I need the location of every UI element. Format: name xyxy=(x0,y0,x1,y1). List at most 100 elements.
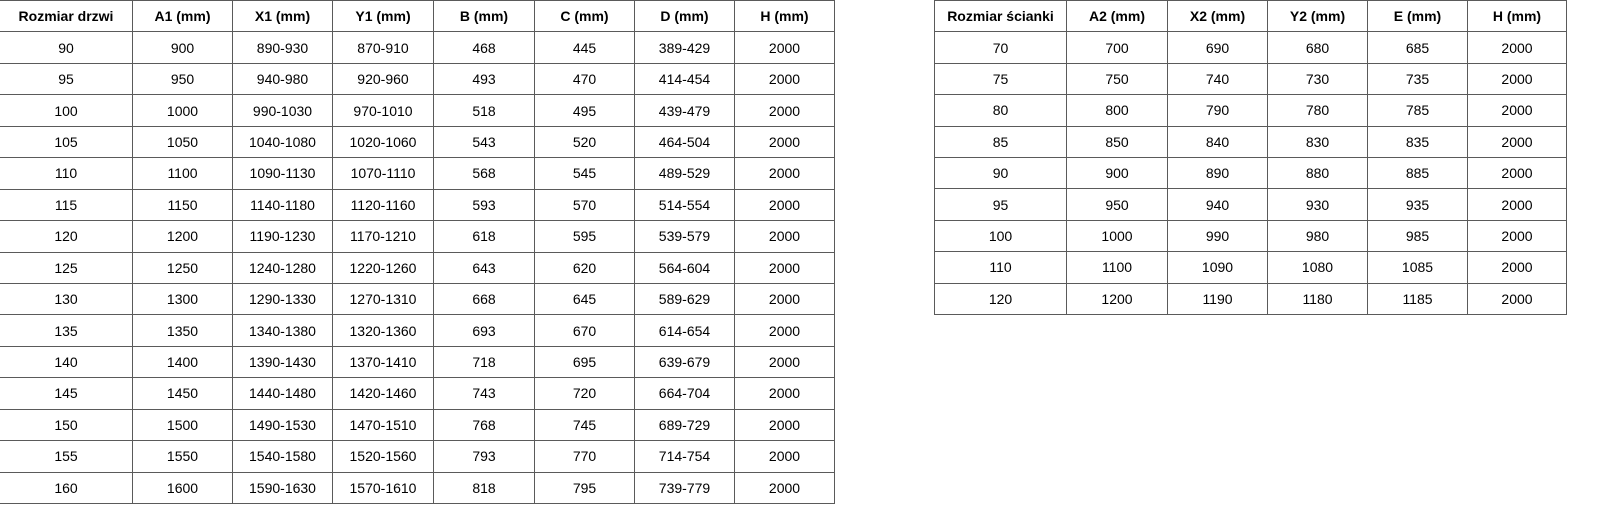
table-cell: 2000 xyxy=(734,125,835,159)
table-cell: 543 xyxy=(433,125,535,159)
table-cell: 1540-1580 xyxy=(232,440,333,473)
table-row: 90 900 890-930 870-910 468 445 389-429 2000 xyxy=(0,31,835,64)
table-cell: 2000 xyxy=(734,251,835,284)
table-cell: 1180 xyxy=(1267,282,1368,316)
table-cell: 1090-1130 xyxy=(232,157,333,190)
table-row: 135 1350 1340-1380 1320-1360 693 670 614-654 20… xyxy=(0,314,835,347)
column-header: Rozmiar ścianki xyxy=(934,0,1067,33)
table-cell: 750 xyxy=(1066,62,1168,96)
table-cell: 120 xyxy=(934,282,1067,316)
table-cell: 2000 xyxy=(734,188,835,222)
table-cell: 518 xyxy=(433,94,535,127)
table-row: 120 1200 1190 1180 1185 2000 xyxy=(934,282,1567,316)
table-cell: 1490-1530 xyxy=(232,408,333,442)
table-cell: 570 xyxy=(534,188,635,222)
column-header: Y2 (mm) xyxy=(1267,0,1368,33)
table-cell: 890-930 xyxy=(232,31,333,64)
table-cell: 155 xyxy=(0,440,133,473)
table-cell: 1570-1610 xyxy=(332,471,434,505)
table-row: 90 900 890 880 885 2000 xyxy=(934,156,1567,190)
table-cell: 1200 xyxy=(1066,282,1168,316)
table-cell: 970-1010 xyxy=(332,94,434,127)
table-cell: 1085 xyxy=(1367,251,1468,284)
table-cell: 1190-1230 xyxy=(232,220,333,253)
table-cell: 1170-1210 xyxy=(332,220,434,253)
wall-sizes-table: Rozmiar ścianki A2 (mm) X2 (mm) Y2 (mm) E (m… xyxy=(934,0,1567,316)
column-header: A1 (mm) xyxy=(132,0,233,33)
table-cell: 593 xyxy=(433,188,535,222)
table-cell: 90 xyxy=(934,156,1067,190)
table-cell: 940-980 xyxy=(232,62,333,96)
table-cell: 545 xyxy=(534,157,635,190)
table-cell: 689-729 xyxy=(634,408,735,442)
table-cell: 800 xyxy=(1066,94,1168,127)
table-cell: 695 xyxy=(534,345,635,379)
table-cell: 850 xyxy=(1066,125,1168,158)
table-cell: 1440-1480 xyxy=(232,377,333,410)
table-cell: 1270-1310 xyxy=(332,282,434,316)
table-row: 160 1600 1590-1630 1570-1610 818 795 739-779 20… xyxy=(0,471,835,505)
table-cell: 1590-1630 xyxy=(232,471,333,505)
table-row: 100 1000 990 980 985 2000 xyxy=(934,219,1567,253)
table-cell: 1070-1110 xyxy=(332,157,434,190)
table-cell: 439-479 xyxy=(634,94,735,127)
table-cell: 645 xyxy=(534,282,635,316)
table-cell: 668 xyxy=(433,282,535,316)
table-cell: 685 xyxy=(1367,31,1468,64)
table-cell: 890 xyxy=(1167,156,1268,190)
table-row: 115 1150 1140-1180 1120-1160 593 570 514-554 20… xyxy=(0,188,835,222)
table-cell: 714-754 xyxy=(634,440,735,473)
table-cell: 120 xyxy=(0,220,133,253)
table-cell: 1450 xyxy=(132,377,233,410)
table-cell: 2000 xyxy=(1467,188,1567,221)
table-cell: 110 xyxy=(0,157,133,190)
table-cell: 930 xyxy=(1267,188,1368,221)
table-cell: 680 xyxy=(1267,31,1368,64)
table-cell: 1080 xyxy=(1267,251,1368,284)
table-row: 130 1300 1290-1330 1270-1310 668 645 589-629 20… xyxy=(0,282,835,316)
table-cell: 564-604 xyxy=(634,251,735,284)
table-cell: 670 xyxy=(534,314,635,347)
table-cell: 1470-1510 xyxy=(332,408,434,442)
table-cell: 614-654 xyxy=(634,314,735,347)
table-cell: 835 xyxy=(1367,125,1468,158)
table-cell: 95 xyxy=(934,188,1067,221)
table-cell: 618 xyxy=(433,220,535,253)
table-row: 75 750 740 730 735 2000 xyxy=(934,62,1567,96)
table-cell: 1290-1330 xyxy=(232,282,333,316)
table-cell: 389-429 xyxy=(634,31,735,64)
table-cell: 135 xyxy=(0,314,133,347)
table-cell: 70 xyxy=(934,31,1067,64)
table-cell: 1500 xyxy=(132,408,233,442)
table-row: 95 950 940-980 920-960 493 470 414-454 2000 xyxy=(0,62,835,96)
table-row: 70 700 690 680 685 2000 xyxy=(934,31,1567,64)
table-cell: 745 xyxy=(534,408,635,442)
column-header: X2 (mm) xyxy=(1167,0,1268,33)
table-cell: 880 xyxy=(1267,156,1368,190)
table-cell: 1000 xyxy=(1066,219,1168,253)
table-cell: 790 xyxy=(1167,94,1268,127)
table-row: 100 1000 990-1030 970-1010 518 495 439-479 2000 xyxy=(0,94,835,127)
table-row: 110 1100 1090-1130 1070-1110 568 545 489-529 20… xyxy=(0,157,835,190)
table-cell: 2000 xyxy=(734,220,835,253)
table-cell: 1240-1280 xyxy=(232,251,333,284)
table-cell: 1340-1380 xyxy=(232,314,333,347)
table-cell: 2000 xyxy=(734,408,835,442)
table-cell: 1390-1430 xyxy=(232,345,333,379)
table-cell: 2000 xyxy=(1467,125,1567,158)
table-cell: 2000 xyxy=(734,377,835,410)
table-cell: 595 xyxy=(534,220,635,253)
table-cell: 2000 xyxy=(1467,282,1567,316)
table-row: 150 1500 1490-1530 1470-1510 768 745 689-729 20… xyxy=(0,408,835,442)
table-cell: 110 xyxy=(934,251,1067,284)
table-cell: 100 xyxy=(0,94,133,127)
table-cell: 90 xyxy=(0,31,133,64)
table-cell: 2000 xyxy=(1467,62,1567,96)
table-cell: 2000 xyxy=(734,62,835,96)
table-cell: 830 xyxy=(1267,125,1368,158)
table-cell: 464-504 xyxy=(634,125,735,159)
table-row: 140 1400 1390-1430 1370-1410 718 695 639-679 20… xyxy=(0,345,835,379)
table-cell: 1220-1260 xyxy=(332,251,434,284)
table-cell: 735 xyxy=(1367,62,1468,96)
table-cell: 870-910 xyxy=(332,31,434,64)
